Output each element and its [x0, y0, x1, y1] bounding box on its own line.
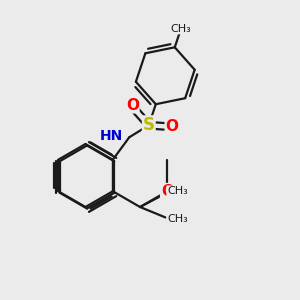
Text: O: O: [165, 119, 178, 134]
Text: O: O: [161, 184, 174, 199]
Text: CH₃: CH₃: [170, 24, 191, 34]
Text: HN: HN: [99, 129, 123, 143]
Text: CH₃: CH₃: [167, 214, 188, 224]
Text: O: O: [126, 98, 139, 112]
Text: CH₃: CH₃: [167, 186, 188, 196]
Text: S: S: [143, 116, 155, 134]
